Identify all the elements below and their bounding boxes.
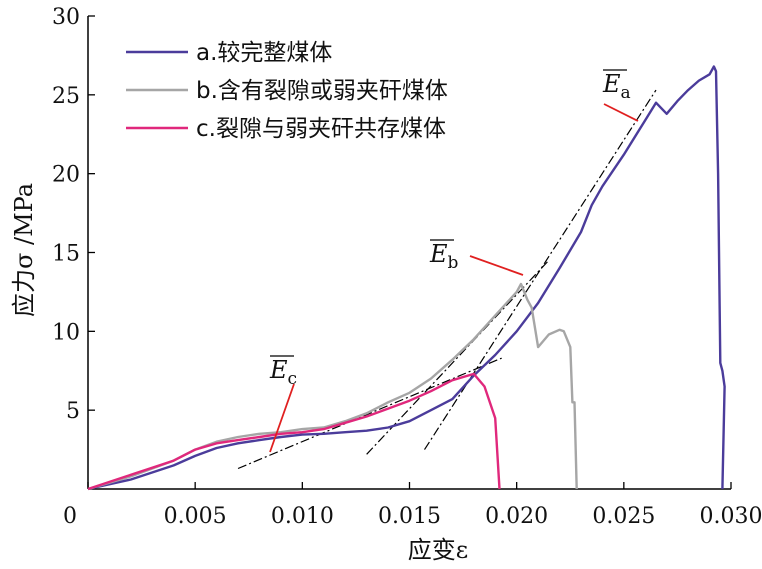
legend-label-a: a.较完整煤体 [196,40,332,66]
y-tick-label: 25 [52,84,80,109]
y-tick-label: 30 [52,5,80,30]
tangent-line-a [423,89,657,450]
x-tick-label: 0.030 [700,504,762,529]
annotation-label-a: Ea [602,70,631,103]
x-tick-label: 0.015 [378,504,441,529]
series-line-c [87,372,501,491]
y-axis-title: 应力σ /MPa [10,183,38,317]
tangent-line-b [366,259,550,455]
tangent-lines [237,89,657,470]
ticks: 0 0.005 0.010 0.015 0.020 0.025 0.030 5 10 15 20 25… [52,5,762,529]
x-tick-label: 0.025 [592,504,655,529]
annotations: Ea Eb Ec [269,69,639,453]
tangent-line-c [237,357,502,470]
series-line-b [87,282,578,491]
legend: a.较完整煤体 b.含有裂隙或弱夹矸煤体 c.裂隙与弱夹矸共存煤体 [126,40,448,142]
annotation-pointer-a [603,103,639,122]
series-line-a [87,65,726,491]
annotation-label-b: Eb [429,240,459,273]
series-lines [87,65,726,491]
legend-label-b: b.含有裂隙或弱夹矸煤体 [196,78,448,104]
legend-label-c: c.裂隙与弱夹矸共存煤体 [196,116,446,142]
x-tick-label: 0.010 [271,504,334,529]
x-tick-label: 0.005 [164,504,227,529]
annotation-pointer-c [269,383,295,453]
x-tick-label: 0.020 [485,504,548,529]
origin-label: 0 [63,504,77,529]
y-tick-label: 15 [52,242,80,267]
annotation-pointer-b [469,255,524,276]
y-tick-label: 5 [66,399,80,424]
x-axis-title: 应变ε [408,536,468,564]
annotation-label-c: Ec [269,356,297,389]
y-tick-label: 20 [52,163,80,188]
y-tick-label: 10 [52,320,80,345]
